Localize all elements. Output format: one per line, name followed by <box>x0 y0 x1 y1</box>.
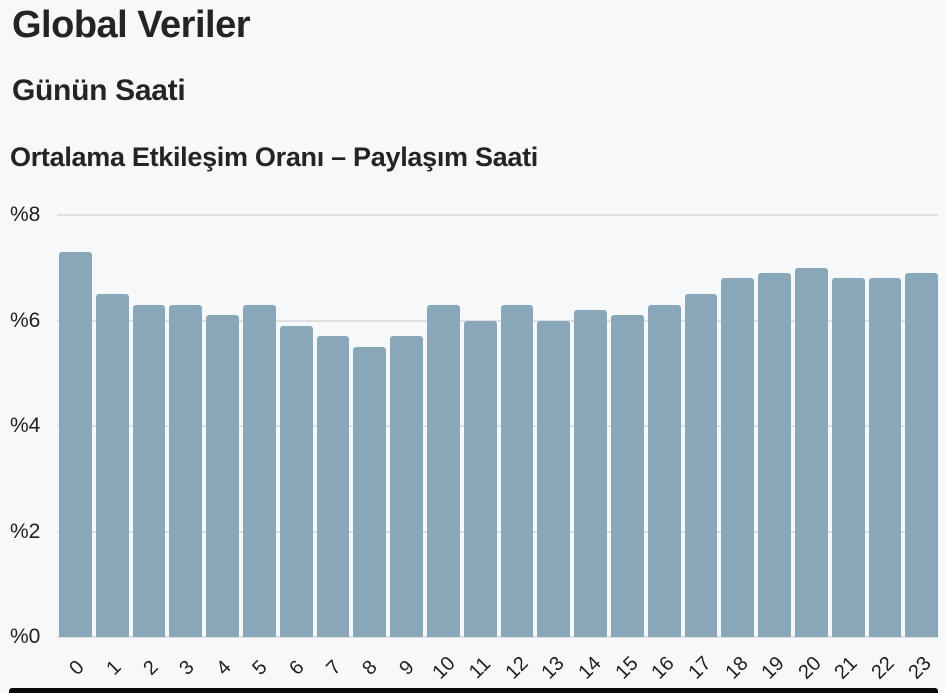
bar-hour-2 <box>132 304 166 637</box>
y-tick-label-4: %4 <box>10 414 41 437</box>
bar-hour-4 <box>206 315 239 637</box>
x-tick-label-0: 0 <box>65 656 90 680</box>
page-subtitle: Günün Saati <box>12 74 186 107</box>
y-tick-label-2: %2 <box>10 519 41 543</box>
bar-hour-6 <box>279 325 313 637</box>
bar-hour-7 <box>316 336 350 637</box>
bar-hour-17 <box>684 294 718 637</box>
x-tick-label-12: 12 <box>501 652 533 684</box>
x-tick-label-22: 22 <box>867 652 899 684</box>
bars-layer <box>59 215 939 637</box>
bar-hour-16 <box>647 304 681 637</box>
x-tick-label-21: 21 <box>830 652 863 684</box>
x-tick-label-17: 17 <box>684 652 716 684</box>
x-tick-label-3: 3 <box>175 656 199 680</box>
bar-hour-22 <box>868 278 902 637</box>
bar-hour-18 <box>721 278 755 637</box>
x-tick-label-19: 19 <box>757 652 789 684</box>
bar-hour-12 <box>500 304 534 637</box>
x-tick-label-9: 9 <box>395 656 419 680</box>
bar-hour-11 <box>463 320 497 637</box>
y-tick-label-8: %8 <box>10 203 41 226</box>
x-tick-label-4: 4 <box>212 656 236 680</box>
chart-title: Ortalama Etkileşim Oranı – Paylaşım Saat… <box>10 142 538 172</box>
x-tick-label-1: 1 <box>102 656 126 680</box>
gridline-2 <box>57 530 938 533</box>
x-tick-label-10: 10 <box>427 652 460 684</box>
bar-hour-10 <box>426 304 460 637</box>
bar-hour-14 <box>574 309 607 637</box>
bar-hour-13 <box>537 320 571 637</box>
x-tick-label-2: 2 <box>138 656 163 680</box>
bar-hour-21 <box>831 278 865 637</box>
x-tick-label-13: 13 <box>537 652 570 684</box>
x-tick-label-18: 18 <box>720 652 753 684</box>
bar-hour-5 <box>242 304 276 637</box>
page-title: Global Veriler <box>12 4 251 46</box>
bottom-black-bar <box>9 688 938 693</box>
x-tick-label-16: 16 <box>647 652 679 684</box>
gridline-8 <box>57 214 938 216</box>
bar-chart-plot-area <box>57 214 939 638</box>
x-tick-label-11: 11 <box>465 652 496 684</box>
x-tick-label-20: 20 <box>794 652 826 684</box>
gridline-6 <box>57 319 938 322</box>
x-tick-label-15: 15 <box>611 652 643 684</box>
bar-hour-23 <box>905 273 939 637</box>
y-tick-label-6: %6 <box>10 308 41 332</box>
bar-hour-15 <box>610 315 644 637</box>
gridline-4 <box>57 425 938 427</box>
bar-hour-1 <box>95 294 129 637</box>
bar-hour-9 <box>390 336 423 637</box>
bar-hour-0 <box>59 251 92 637</box>
bar-hour-8 <box>353 346 387 637</box>
x-tick-label-23: 23 <box>904 652 936 684</box>
x-tick-label-8: 8 <box>358 656 383 680</box>
bar-hour-20 <box>794 267 828 637</box>
gridline-0 <box>57 636 938 638</box>
x-tick-label-5: 5 <box>248 656 273 680</box>
bar-hour-19 <box>758 273 791 637</box>
y-tick-label-0: %0 <box>10 625 41 648</box>
x-tick-label-14: 14 <box>574 652 606 684</box>
bar-hour-3 <box>169 304 203 637</box>
x-tick-label-7: 7 <box>321 656 346 680</box>
x-tick-label-6: 6 <box>285 656 309 680</box>
